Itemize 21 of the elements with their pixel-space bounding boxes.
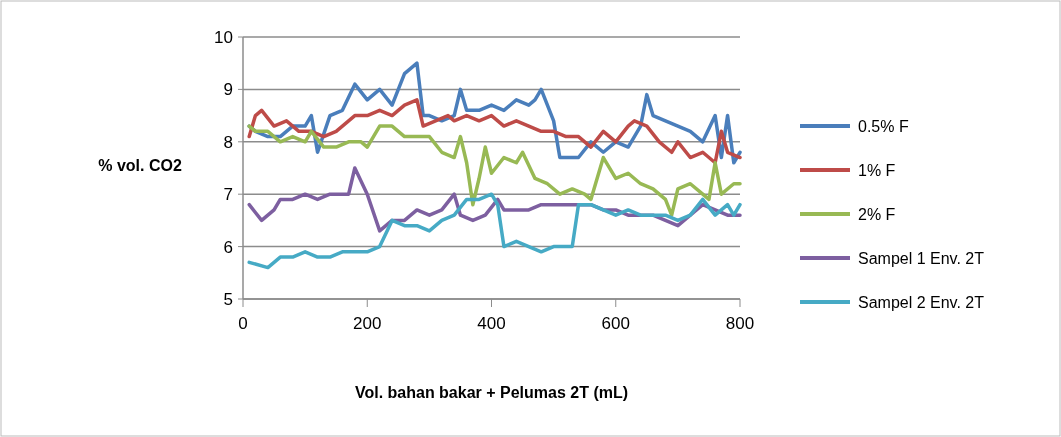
y-tick-label: 6 <box>223 237 233 257</box>
legend-label: 2% F <box>858 205 896 223</box>
legend-label: 1% F <box>858 161 896 179</box>
x-axis-title: Vol. bahan bakar + Pelumas 2T (mL) <box>354 384 629 401</box>
y-tick-label: 8 <box>223 132 233 152</box>
y-tick-label: 7 <box>223 185 233 205</box>
legend-label: Sampel 2 Env. 2T <box>858 293 985 311</box>
x-tick-label: 0 <box>238 314 248 333</box>
y-tick-label: 5 <box>223 289 233 309</box>
line-series <box>247 98 742 165</box>
x-tick-label: 600 <box>601 314 630 333</box>
y-tick-label: 10 <box>214 27 233 47</box>
line-series <box>247 124 742 217</box>
x-tick-label: 800 <box>725 314 755 333</box>
legend-label: Sampel 1 Env. 2T <box>858 249 985 267</box>
y-tick-label: 9 <box>223 80 233 100</box>
y-axis-title: % vol. CO2 <box>98 157 182 174</box>
legend-label: 0.5% F <box>858 117 909 135</box>
line-series <box>247 192 742 270</box>
x-tick-label: 200 <box>353 314 382 333</box>
x-tick-label: 400 <box>477 314 506 333</box>
